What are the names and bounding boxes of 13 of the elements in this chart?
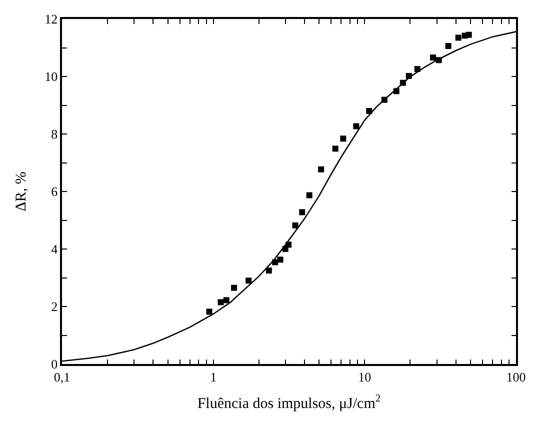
y-axis-title: ΔR, %: [13, 172, 30, 212]
y-tick-label: 12: [44, 12, 58, 27]
y-tick-label: 4: [51, 242, 58, 257]
x-tick-label: 10: [358, 369, 372, 384]
y-tick-label: 0: [51, 356, 58, 372]
x-axis-title: Fluência dos impulsos, μJ/cm$^{2}$: [197, 394, 381, 412]
x-tick-label: 0,1: [54, 369, 70, 384]
y-tick-label: 8: [51, 126, 58, 142]
y-tick-label: 10: [44, 69, 58, 84]
y-tick-label: 6: [51, 184, 58, 200]
x-tick-label: 1: [210, 369, 217, 384]
y-tick-label: 2: [51, 299, 58, 314]
x-tick-label: 100: [506, 369, 526, 384]
